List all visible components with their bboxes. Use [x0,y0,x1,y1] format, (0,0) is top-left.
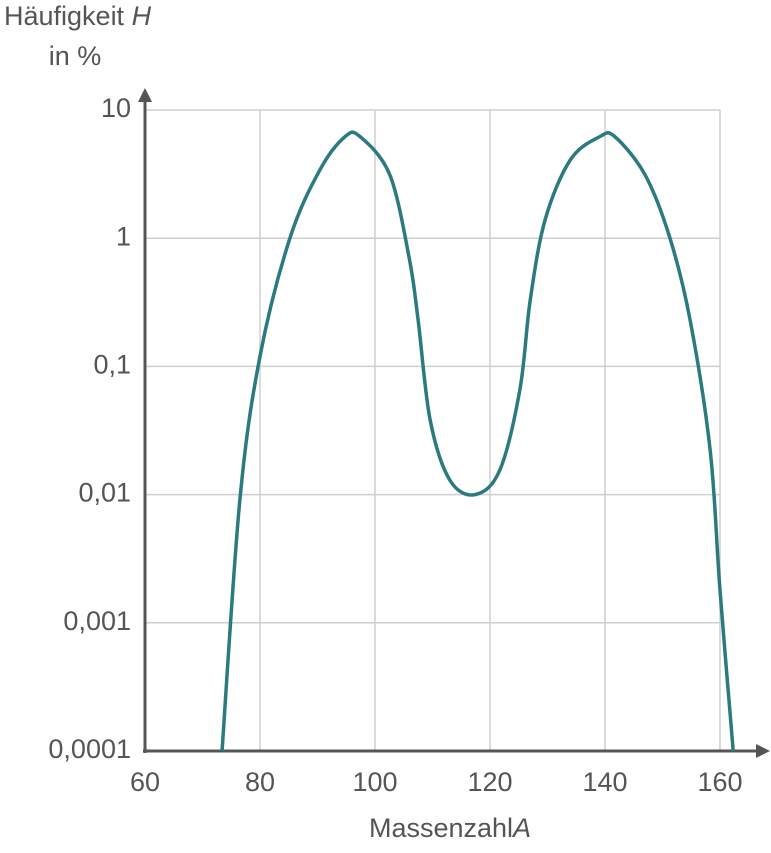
y-axis-unit: in % [49,41,102,71]
x-axis-title-text: Massenzahl [369,813,513,843]
y-axis-title-text: Häufigkeit [4,1,125,31]
y-tick-label: 1 [116,221,131,251]
x-tick-label: 60 [130,767,160,797]
y-axis-title: Häufigkeit H [4,1,152,31]
y-axis-arrow [138,88,152,102]
data-line [220,130,735,752]
y-tick-label: 0,001 [63,606,131,636]
x-tick-label: 80 [245,767,275,797]
y-axis-symbol: H [132,1,152,31]
x-tick-label: 120 [467,767,512,797]
y-tick-label: 10 [101,93,131,123]
x-axis-title: MassenzahlA [369,813,531,843]
x-tick-label: 100 [352,767,397,797]
y-tick-label: 0,1 [93,350,131,380]
x-axis-symbol: A [511,813,531,843]
x-tick-label: 160 [697,767,742,797]
x-tick-label: 140 [582,767,627,797]
y-tick-label: 0,01 [78,478,131,508]
y-tick-label: 0,0001 [48,734,131,764]
x-axis-arrow [756,744,770,758]
